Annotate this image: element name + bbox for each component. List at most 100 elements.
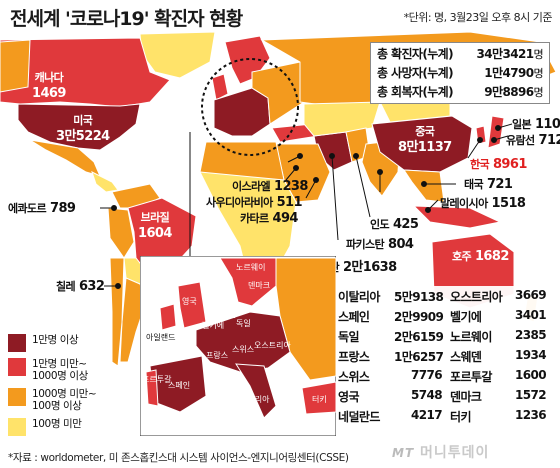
europe-row-value: 4217	[411, 408, 443, 422]
inset-ireland-shape	[159, 303, 177, 331]
total-deaths-row: 총 사망자(누계) 1만4790명	[377, 64, 544, 83]
country-name: 일본	[512, 118, 532, 131]
legend-label: 1만명 이상	[32, 334, 79, 346]
europe-row: 프랑스	[338, 350, 370, 364]
unit-note: *단위: 명, 3월23일 오후 8시 기준	[403, 11, 553, 24]
europe-row-value: 1572	[515, 388, 547, 402]
country-name: 호주	[452, 250, 472, 263]
total-value: 34만3421명	[476, 47, 544, 61]
country-value: 1518	[491, 196, 526, 211]
legend-swatch	[8, 358, 26, 376]
europe-row-value: 3669	[515, 288, 547, 302]
inset-label-denmark: 덴마크	[248, 281, 271, 290]
europe-row-value: 2만6159	[394, 330, 444, 344]
inset-label-uk: 영국	[182, 297, 197, 306]
totals-box: 총 확진자(누계) 34만3421명 총 사망자(누계) 1만4790명 총 회…	[370, 42, 550, 104]
europe-row-value: 5748	[411, 388, 443, 402]
total-value: 9만8896명	[484, 85, 543, 99]
alaska-shape	[0, 39, 31, 93]
europe-row: 노르웨이	[450, 330, 492, 344]
ecuador-peru-shape	[107, 207, 135, 259]
inset-label-switzerland: 스위스	[232, 345, 255, 354]
source-note: *자료 : worldometer, 미 존스홉킨스대 시스템 사이언스-엔지니…	[8, 452, 349, 464]
label-saudi: 사우디아라비아 511	[206, 194, 303, 210]
country-value: 1238	[274, 179, 308, 194]
uk-shape	[211, 73, 229, 101]
inset-portugal-shape	[145, 369, 159, 407]
country-value: 721	[486, 177, 513, 192]
inset-label-germany: 독일	[236, 319, 251, 328]
country-name: 사우디아라비아	[206, 196, 273, 209]
europe-row-value: 1236	[515, 408, 547, 422]
total-value: 1만4790명	[484, 66, 543, 80]
label-ecuador: 에콰도르 789	[8, 200, 76, 216]
country-name: 이스라엘	[232, 180, 271, 193]
country-name: 중국	[415, 125, 435, 138]
central-america-shape	[91, 171, 119, 193]
legend-swatch	[8, 418, 26, 436]
legend-swatch	[8, 388, 26, 406]
page-title: 전세계 '코로나19' 확진자 현황	[10, 8, 243, 30]
legend-item: 100명 미만	[8, 418, 140, 436]
label-korea: 한국 8961	[470, 156, 527, 172]
inset-label-france: 프랑스	[206, 351, 229, 360]
country-value: 804	[388, 237, 414, 252]
country-name: 에콰도르	[8, 202, 47, 215]
inset-label-italy: 이탈리아	[240, 395, 270, 404]
inset-uk-shape	[177, 281, 207, 329]
inset-label-austria: 오스트리아	[254, 341, 291, 350]
country-name: 칠레	[56, 280, 76, 293]
inset-label-norway: 노르웨이	[236, 263, 266, 272]
country-value: 1101	[534, 117, 560, 132]
country-name: 유람선	[506, 134, 535, 147]
legend-item: 1만명 이상	[8, 334, 140, 352]
inset-label-portugal: 포르투갈	[142, 375, 172, 384]
europe-row-value: 2만9909	[394, 310, 444, 324]
legend-item: 1만명 미만~ 1000명 이상	[8, 358, 140, 382]
inset-labels: 노르웨이 덴마크 영국 네덜란드 벨기에 독일 아일랜드 스위스 프랑스 오스트…	[140, 256, 336, 436]
europe-inset-svg	[139, 255, 337, 437]
europe-row-value: 3401	[515, 308, 547, 322]
europe-row: 스위스	[338, 370, 370, 384]
inset-label-spain: 스페인	[168, 381, 191, 390]
legend-label: 1만명 미만~ 1000명 이상	[32, 358, 88, 382]
label-pakistan: 파키스탄 804	[346, 236, 414, 252]
country-value: 494	[272, 211, 299, 226]
label-thailand: 태국 721	[464, 176, 513, 192]
country-name: 파키스탄	[346, 238, 385, 251]
total-confirmed-row: 총 확진자(누계) 34만3421명	[377, 45, 544, 64]
country-value: 1604	[138, 226, 172, 241]
country-name: 카타르	[240, 212, 269, 225]
label-israel: 이스라엘 1238	[232, 178, 308, 194]
europe-row: 벨기에	[450, 310, 482, 324]
europe-row: 영국	[338, 390, 359, 404]
label-chile: 칠레 632	[56, 278, 105, 294]
europe-row: 독일	[338, 330, 359, 344]
country-name: 말레이시아	[440, 197, 488, 210]
country-value: 511	[276, 195, 303, 210]
europe-row-value: 2385	[515, 328, 547, 342]
label-canada: 캐나다 1469	[32, 70, 66, 102]
europe-row-value: 1934	[515, 348, 547, 362]
inset-label-turkey: 터키	[312, 395, 327, 404]
inset-label-ireland: 아일랜드	[146, 333, 176, 342]
europe-row: 덴마크	[450, 390, 482, 404]
inset-italy-shape	[235, 363, 277, 419]
legend-label: 100명 미만	[32, 418, 82, 430]
label-usa: 미국 3만5224	[56, 113, 110, 145]
inset-label-belgium: 벨기에	[202, 321, 225, 330]
country-value: 3만5224	[56, 129, 110, 144]
country-value: 632	[78, 279, 105, 294]
brand-logo: MT 머니투데이	[392, 445, 490, 461]
country-value: 425	[392, 217, 419, 232]
country-value: 8만1137	[398, 140, 452, 155]
country-value: 2만1638	[342, 260, 397, 275]
europe-row-value: 1만6257	[394, 350, 444, 364]
legend: 1만명 이상 1만명 미만~ 1000명 이상 1000명 미만~ 100명 이…	[8, 334, 140, 442]
label-malaysia: 말레이시아 1518	[440, 195, 526, 211]
label-brazil: 브라질 1604	[138, 210, 172, 242]
country-value: 712	[538, 133, 560, 148]
europe-row: 이탈리아	[338, 290, 380, 304]
total-label: 총 회복자(누계)	[377, 85, 454, 99]
inset-west-shape	[195, 311, 291, 373]
